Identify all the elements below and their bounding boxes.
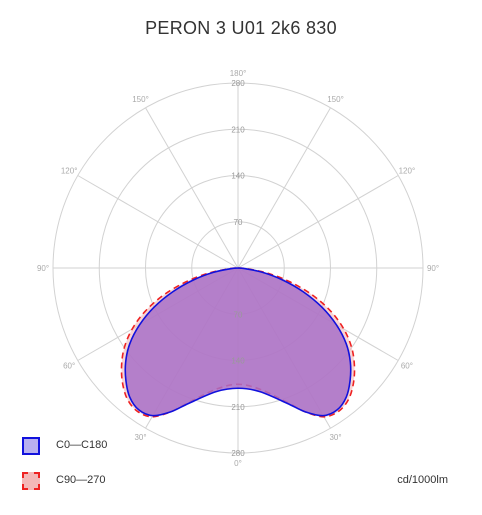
angle-label: 120° [399, 167, 416, 176]
spoke-150 [237, 107, 331, 269]
legend-item-c90-270: C90—270 [22, 472, 182, 496]
spoke-210 [145, 107, 239, 269]
angle-label: 180° [230, 69, 247, 78]
legend-label-c0-c180: C0—C180 [56, 439, 108, 451]
angle-label: 60° [63, 362, 75, 371]
legend-item-c0-c180: C0—C180 [22, 437, 182, 461]
radial-tick-label: 70 [234, 218, 243, 227]
angle-label: 30° [134, 433, 146, 442]
series-c0-c180 [124, 267, 352, 417]
angle-label: 90° [427, 264, 439, 273]
radial-tick-label: 210 [231, 403, 245, 412]
chart-title: PERON 3 U01 2k6 830 [145, 18, 337, 38]
angle-label: 90° [37, 264, 49, 273]
spoke-240 [77, 175, 239, 269]
legend-swatch-c90-270 [22, 472, 40, 490]
legend-label-c90-270: C90—270 [56, 474, 106, 486]
angle-label: 60° [401, 362, 413, 371]
radial-tick-label: 280 [231, 79, 245, 88]
radial-tick-label: 70 [234, 310, 243, 319]
angle-label: 0° [234, 459, 242, 468]
angle-label: 30° [329, 433, 341, 442]
spoke-120 [237, 175, 399, 269]
series-layer [120, 267, 356, 418]
label-layer: 180° 150° 120° 90° 60° 30° 0° 30° 60° 90° 120° 150°… [37, 69, 439, 468]
angle-label: 150° [327, 95, 344, 104]
radial-tick-label: 140 [231, 357, 245, 366]
angle-label: 120° [61, 167, 78, 176]
unit-label: cd/1000lm [397, 474, 448, 486]
legend-swatch-c0-c180 [22, 437, 40, 455]
radial-tick-label: 210 [231, 125, 245, 134]
angle-label: 150° [132, 95, 149, 104]
radial-tick-label: 140 [231, 172, 245, 181]
radial-tick-label: 280 [231, 449, 245, 458]
